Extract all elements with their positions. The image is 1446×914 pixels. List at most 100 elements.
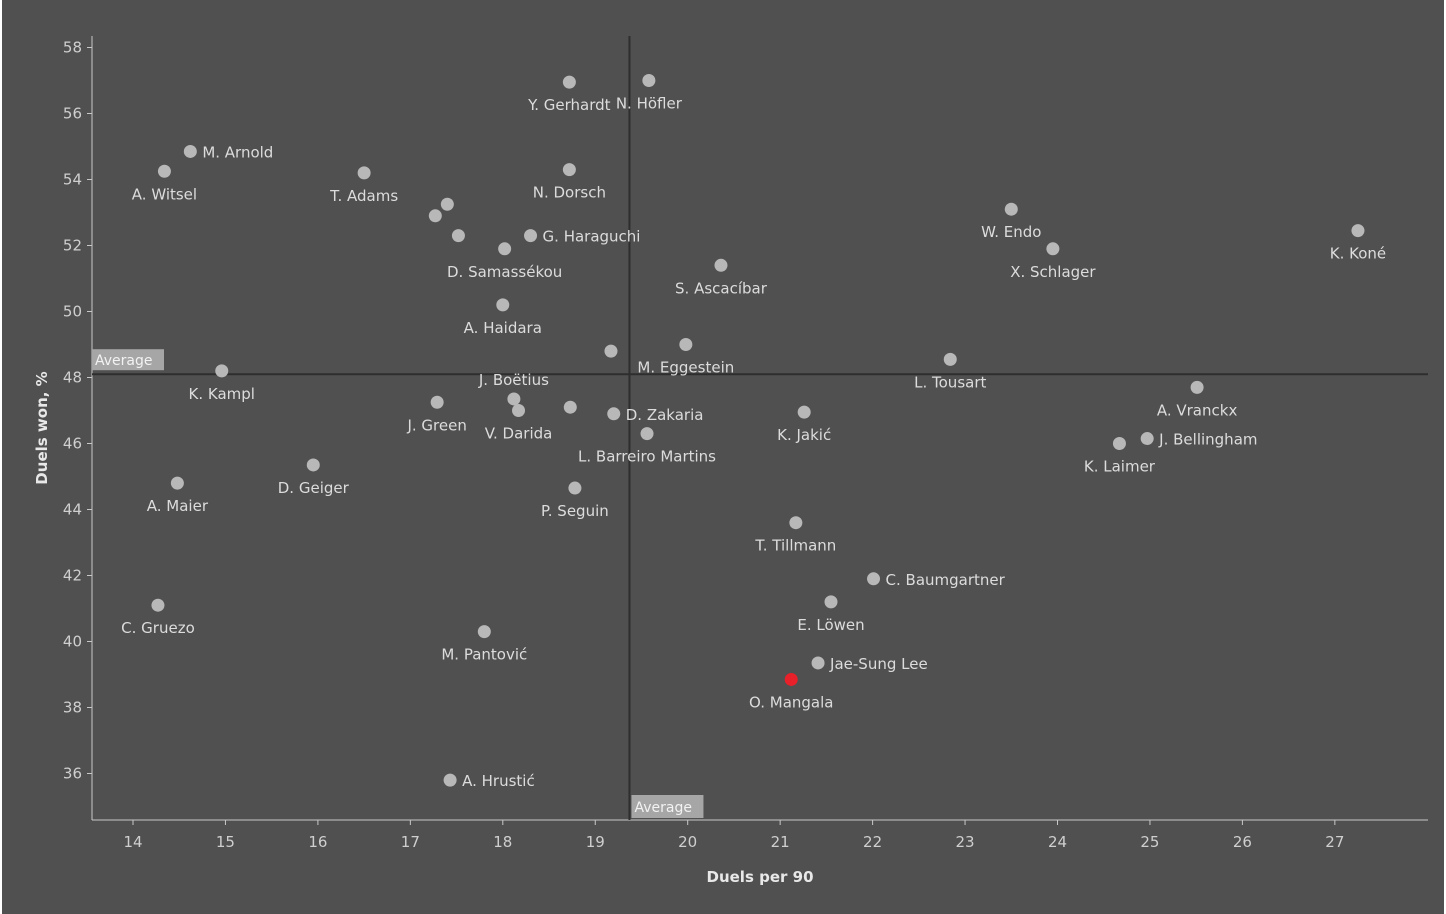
data-point: [183, 144, 197, 158]
x-tick-label: 15: [216, 833, 235, 851]
data-point: [867, 572, 881, 586]
data-point: [1351, 224, 1365, 238]
data-point: [157, 164, 171, 178]
data-point: [562, 75, 576, 89]
data-point: [498, 242, 512, 256]
point-label: K. Jakić: [777, 426, 831, 444]
data-point: [607, 407, 621, 421]
y-tick-label: 42: [63, 567, 82, 585]
point-label: S. Ascacíbar: [675, 279, 768, 297]
y-average-label-box: [92, 349, 164, 371]
point-label: E. Löwen: [797, 616, 864, 634]
point-label: T. Tillmann: [754, 537, 836, 555]
data-point: [1112, 437, 1126, 450]
data-point: [440, 197, 454, 211]
point-label: P. Seguin: [541, 502, 609, 520]
x-tick-label: 14: [123, 833, 142, 851]
x-tick-label: 20: [678, 833, 697, 851]
y-axis-title: Duels won, %: [33, 371, 51, 484]
point-label: Y. Gerhardt: [527, 96, 611, 114]
data-point: [562, 163, 576, 177]
data-point: [496, 298, 510, 312]
y-tick-label: 50: [63, 303, 82, 321]
x-tick-label: 24: [1048, 833, 1067, 851]
x-tick-label: 17: [401, 833, 420, 851]
x-tick-label: 19: [586, 833, 605, 851]
point-label: K. Kampl: [189, 385, 255, 403]
data-point: [443, 773, 457, 787]
point-label: J. Green: [406, 416, 466, 434]
point-label: M. Eggestein: [637, 359, 734, 377]
point-label: K. Laimer: [1084, 458, 1156, 476]
y-average-label: Average: [95, 353, 153, 369]
data-point: [811, 656, 825, 670]
data-point: [430, 395, 444, 409]
data-point: [215, 364, 229, 378]
point-label: A. Witsel: [132, 185, 197, 203]
x-tick-label: 18: [493, 833, 512, 851]
x-tick-label: 21: [771, 833, 790, 851]
data-point: [1140, 432, 1154, 446]
highlighted-data-point: [784, 672, 798, 686]
data-point: [568, 481, 582, 495]
data-point: [512, 404, 526, 417]
data-point: [151, 598, 165, 612]
data-point: [640, 427, 654, 441]
point-label: M. Arnold: [202, 143, 273, 161]
y-tick-label: 38: [63, 699, 82, 717]
data-point: [714, 258, 728, 272]
point-label: W. Endo: [981, 223, 1041, 241]
data-point: [789, 516, 803, 530]
point-label: D. Geiger: [278, 479, 350, 497]
y-tick-label: 52: [63, 237, 82, 255]
data-point: [170, 476, 184, 490]
data-point: [507, 392, 521, 406]
point-label: L. Barreiro Martins: [578, 448, 716, 466]
point-label: X. Schlager: [1010, 263, 1096, 281]
x-tick-label: 27: [1325, 833, 1344, 851]
point-label: M. Pantović: [441, 646, 527, 664]
point-label: A. Vranckx: [1157, 401, 1238, 419]
x-tick-label: 26: [1233, 833, 1252, 851]
data-point: [797, 405, 811, 419]
data-point: [1046, 242, 1060, 256]
data-point: [524, 229, 538, 243]
point-label: J. Bellingham: [1158, 431, 1257, 449]
point-label: A. Hrustić: [462, 772, 535, 790]
y-tick-label: 36: [63, 765, 82, 783]
data-point: [604, 344, 618, 358]
x-tick-label: 25: [1140, 833, 1159, 851]
point-label: D. Zakaria: [626, 406, 704, 424]
point-label: A. Haidara: [464, 319, 542, 337]
x-axis-title: Duels per 90: [707, 868, 814, 886]
point-label: A. Maier: [147, 497, 209, 515]
data-point: [642, 74, 656, 87]
point-label: C. Gruezo: [121, 619, 195, 637]
data-point: [428, 209, 442, 223]
y-tick-label: 48: [63, 369, 82, 387]
point-label: V. Darida: [485, 425, 553, 443]
data-point: [451, 229, 465, 243]
data-point: [679, 338, 693, 351]
y-tick-label: 40: [63, 633, 82, 651]
point-label: K. Koné: [1330, 245, 1386, 263]
x-average-label-box: [631, 795, 704, 818]
point-label: Jae-Sung Lee: [829, 655, 928, 673]
x-tick-label: 23: [956, 833, 975, 851]
point-label: O. Mangala: [749, 693, 833, 711]
x-tick-label: 16: [308, 833, 327, 851]
data-point: [563, 400, 577, 414]
point-label: D. Samassékou: [447, 263, 562, 281]
y-tick-label: 58: [63, 39, 82, 57]
point-label: L. Tousart: [914, 373, 986, 391]
y-tick-label: 56: [63, 105, 82, 123]
point-label: N. Höfler: [616, 95, 683, 113]
y-tick-label: 44: [63, 501, 82, 519]
y-tick-label: 54: [63, 171, 82, 189]
point-label: C. Baumgartner: [886, 571, 1006, 589]
data-point: [306, 458, 320, 472]
data-point: [1004, 202, 1018, 216]
x-average-label: Average: [634, 800, 692, 816]
